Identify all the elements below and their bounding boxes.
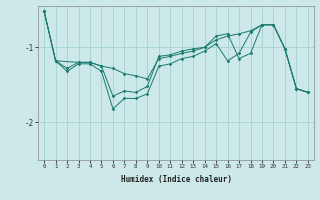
X-axis label: Humidex (Indice chaleur): Humidex (Indice chaleur): [121, 175, 231, 184]
